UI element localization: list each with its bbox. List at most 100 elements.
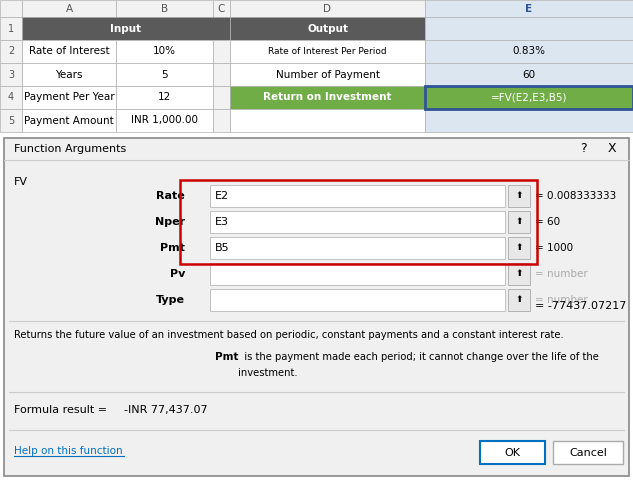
Bar <box>210 185 505 207</box>
Bar <box>230 109 425 132</box>
Text: = number: = number <box>535 295 588 305</box>
Text: Input: Input <box>110 24 142 34</box>
Text: Pmt: Pmt <box>160 243 185 253</box>
Text: 2: 2 <box>8 46 14 56</box>
Bar <box>230 40 425 63</box>
Text: E: E <box>525 3 532 13</box>
Bar <box>0 109 22 132</box>
Bar <box>0 40 22 63</box>
Bar <box>22 63 116 86</box>
Text: Nper: Nper <box>155 217 185 227</box>
Text: Rate of Interest Per Period: Rate of Interest Per Period <box>268 47 387 56</box>
Bar <box>213 63 230 86</box>
Text: = -77437.07217: = -77437.07217 <box>535 301 627 311</box>
Text: Pmt: Pmt <box>215 352 239 362</box>
Text: 60: 60 <box>522 69 536 80</box>
Text: is the payment made each period; it cannot change over the life of the: is the payment made each period; it cann… <box>238 352 599 362</box>
Text: 4: 4 <box>8 93 14 103</box>
Bar <box>425 40 633 63</box>
Bar <box>508 237 530 259</box>
Text: Returns the future value of an investment based on periodic, constant payments a: Returns the future value of an investmen… <box>14 330 564 340</box>
Bar <box>508 185 530 207</box>
Bar <box>230 17 425 40</box>
Text: = 0.008333333: = 0.008333333 <box>535 191 617 201</box>
Text: Rate of Interest: Rate of Interest <box>28 46 110 56</box>
Bar <box>116 86 213 109</box>
Bar <box>22 0 116 17</box>
Text: 5: 5 <box>161 69 168 80</box>
Text: A: A <box>65 3 73 13</box>
Text: ⬆: ⬆ <box>515 191 523 201</box>
Bar <box>22 17 230 40</box>
Text: Type: Type <box>156 295 185 305</box>
Text: Cancel: Cancel <box>569 447 607 457</box>
Bar <box>210 237 505 259</box>
Bar <box>508 289 530 311</box>
Text: INR 1,000.00: INR 1,000.00 <box>131 116 198 125</box>
Bar <box>425 109 633 132</box>
Bar <box>508 263 530 285</box>
Text: D: D <box>323 3 332 13</box>
Bar <box>210 263 505 285</box>
Text: 0.83%: 0.83% <box>513 46 546 56</box>
Text: =FV(E2,E3,B5): =FV(E2,E3,B5) <box>491 93 567 103</box>
Bar <box>425 86 633 109</box>
Bar <box>116 63 213 86</box>
Text: = 1000: = 1000 <box>535 243 573 253</box>
Text: = 60: = 60 <box>535 217 560 227</box>
Text: Rate: Rate <box>156 191 185 201</box>
Text: -INR 77,437.07: -INR 77,437.07 <box>124 405 208 415</box>
Text: 12: 12 <box>158 93 171 103</box>
Bar <box>553 441 623 464</box>
Text: C: C <box>218 3 225 13</box>
Bar <box>180 180 537 264</box>
Text: Formula result =: Formula result = <box>14 405 107 415</box>
Bar <box>213 40 230 63</box>
Bar <box>210 211 505 233</box>
Bar <box>116 109 213 132</box>
Text: 3: 3 <box>8 69 14 80</box>
Bar <box>213 86 230 109</box>
Text: X: X <box>608 143 617 156</box>
Bar <box>508 211 530 233</box>
Bar <box>116 40 213 63</box>
Bar <box>230 0 425 17</box>
Text: Function Arguments: Function Arguments <box>14 144 126 154</box>
Text: ⬆: ⬆ <box>515 243 523 253</box>
Bar <box>230 63 425 86</box>
Text: Return on Investment: Return on Investment <box>263 93 392 103</box>
Text: 5: 5 <box>8 116 14 125</box>
Bar <box>22 86 116 109</box>
Bar <box>425 0 633 17</box>
Text: Number of Payment: Number of Payment <box>275 69 380 80</box>
Bar <box>213 0 230 17</box>
Text: E2: E2 <box>215 191 229 201</box>
Text: Payment Per Year: Payment Per Year <box>23 93 115 103</box>
Text: ?: ? <box>580 143 586 156</box>
Text: = number: = number <box>535 269 588 279</box>
Text: B: B <box>161 3 168 13</box>
Bar <box>230 86 425 109</box>
Bar <box>425 63 633 86</box>
Bar <box>22 109 116 132</box>
Text: ⬆: ⬆ <box>515 217 523 227</box>
Text: E3: E3 <box>215 217 229 227</box>
Text: Pv: Pv <box>170 269 185 279</box>
Bar <box>22 40 116 63</box>
Bar <box>425 17 633 40</box>
Text: Payment Amount: Payment Amount <box>24 116 114 125</box>
Text: investment.: investment. <box>238 368 298 378</box>
Bar <box>480 441 545 464</box>
Text: ⬆: ⬆ <box>515 269 523 279</box>
Bar <box>425 86 633 109</box>
Bar <box>0 0 22 17</box>
Text: FV: FV <box>14 177 28 187</box>
Bar <box>0 86 22 109</box>
Bar <box>4 138 629 476</box>
Bar <box>0 17 22 40</box>
Text: Help on this function: Help on this function <box>14 446 123 456</box>
Text: Output: Output <box>307 24 348 34</box>
Bar <box>210 289 505 311</box>
Bar <box>116 0 213 17</box>
Text: 10%: 10% <box>153 46 176 56</box>
